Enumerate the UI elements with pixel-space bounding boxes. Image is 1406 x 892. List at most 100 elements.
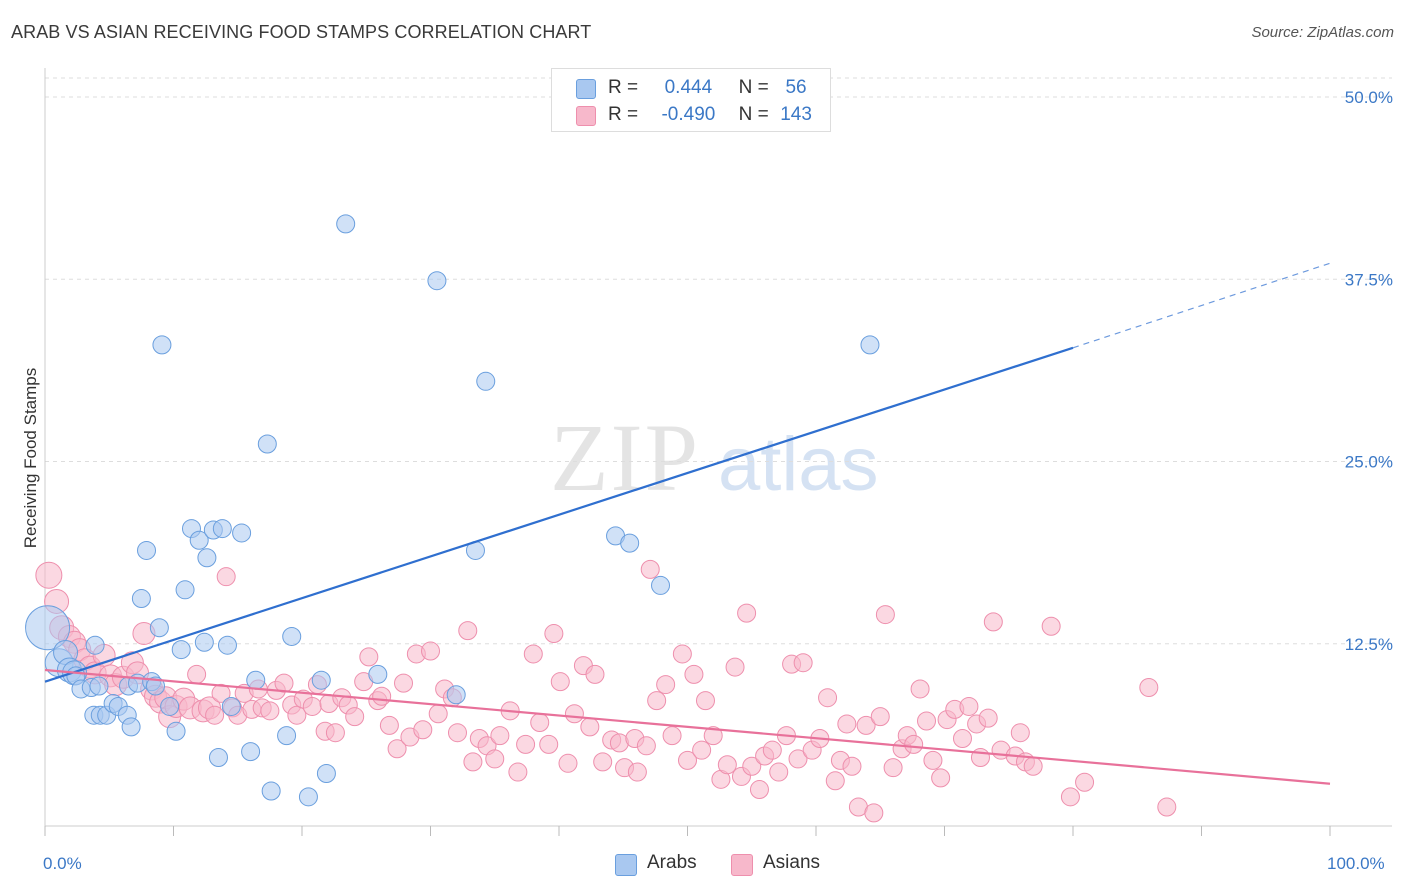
asian-point (394, 673, 414, 693)
arabs-trend-extension (1072, 262, 1331, 349)
asian-point (917, 711, 937, 731)
asian-point (485, 749, 505, 769)
asian-point (544, 624, 564, 644)
asian-point (875, 605, 895, 625)
asians-swatch (576, 106, 596, 126)
asian-point (523, 644, 543, 664)
asian-point (656, 675, 676, 695)
arab-point (137, 540, 157, 560)
asian-point (345, 707, 365, 727)
arab-point (89, 676, 109, 696)
asian-point (1060, 787, 1080, 807)
asian-point (825, 771, 845, 791)
asian-point (530, 712, 550, 732)
x-tick-label-max: 100.0% (1327, 854, 1385, 873)
arab-point (131, 589, 151, 609)
asian-point (636, 736, 656, 756)
asians-n-value: 143 (780, 104, 812, 125)
asian-point (692, 740, 712, 760)
arabs-legend-label: Arabs (647, 852, 697, 873)
y-tick-label: 25.0% (1345, 453, 1393, 472)
arab-point (860, 335, 880, 355)
asian-point (359, 647, 379, 667)
correlation-legend: R = 0.444 N = 56 R = -0.490 N = 143 (551, 68, 831, 132)
arabs-legend-swatch (615, 854, 637, 876)
asian-point (211, 683, 231, 703)
asian-point (463, 752, 483, 772)
asian-point (1157, 797, 1177, 817)
arab-point (217, 635, 237, 655)
asian-point (717, 755, 737, 775)
arabs-points (25, 214, 880, 807)
asian-point (508, 762, 528, 782)
asian-point (627, 762, 647, 782)
asian-point (640, 559, 660, 579)
asian-point (662, 726, 682, 746)
asian-point (302, 696, 322, 716)
arab-point (316, 764, 336, 784)
arab-point (25, 605, 71, 651)
asian-point (695, 691, 715, 711)
asian-point (672, 644, 692, 664)
y-tick-label: 37.5% (1345, 270, 1393, 289)
asian-point (490, 726, 510, 746)
y-tick-labels: 12.5% 25.0% 37.5% 50.0% (1345, 88, 1393, 654)
asian-point (458, 621, 478, 641)
asian-point (35, 561, 63, 589)
y-axis-label: Receiving Food Stamps (21, 368, 40, 548)
arab-point (175, 580, 195, 600)
asian-point (387, 739, 407, 759)
asian-point (842, 756, 862, 776)
asian-point (372, 686, 392, 706)
arab-point (197, 548, 217, 568)
asian-point (684, 664, 704, 684)
arab-point (160, 696, 180, 716)
asian-point (564, 704, 584, 724)
asian-point (585, 664, 605, 684)
asian-point (447, 723, 467, 743)
asian-point (762, 740, 782, 760)
asian-point (647, 691, 667, 711)
asian-point (978, 708, 998, 728)
asians-r-value: -0.490 (661, 104, 716, 125)
asian-point (1041, 616, 1061, 636)
asians-points (35, 559, 1177, 823)
arab-point (189, 530, 209, 550)
arab-point (166, 721, 186, 741)
asian-point (428, 704, 448, 724)
asian-point (421, 641, 440, 661)
asian-point (287, 705, 307, 725)
arab-point (336, 214, 356, 234)
axes (44, 68, 1392, 827)
asian-point (678, 750, 697, 770)
asian-point (379, 715, 399, 735)
asian-point (952, 729, 972, 749)
arab-point (232, 523, 252, 543)
asian-point (769, 762, 789, 782)
arabs-n-label: N = (738, 77, 769, 98)
asian-point (793, 653, 813, 673)
trend-lines (44, 262, 1331, 785)
arab-point (85, 635, 105, 655)
arab-point (121, 717, 141, 737)
asian-point (1075, 772, 1095, 792)
arabs-trend-line (44, 346, 1074, 683)
asian-point (1023, 756, 1043, 776)
asian-point (703, 726, 723, 746)
asians-n-label: N = (738, 104, 769, 125)
y-tick-label: 50.0% (1345, 88, 1393, 107)
asians-trend-line (44, 668, 1331, 785)
gridlines (45, 77, 1392, 645)
asian-point (742, 756, 762, 776)
source-credit: Source: ZipAtlas.com (1251, 24, 1394, 41)
asian-point (216, 567, 236, 587)
arab-point (368, 664, 388, 684)
asian-point (558, 753, 578, 773)
x-tick-label-min: 0.0% (43, 854, 82, 873)
arab-point (261, 781, 281, 801)
chart-title: ARAB VS ASIAN RECEIVING FOOD STAMPS CORR… (11, 22, 592, 42)
asian-point (593, 752, 613, 772)
asian-point (187, 664, 207, 684)
asian-point (1139, 677, 1159, 697)
